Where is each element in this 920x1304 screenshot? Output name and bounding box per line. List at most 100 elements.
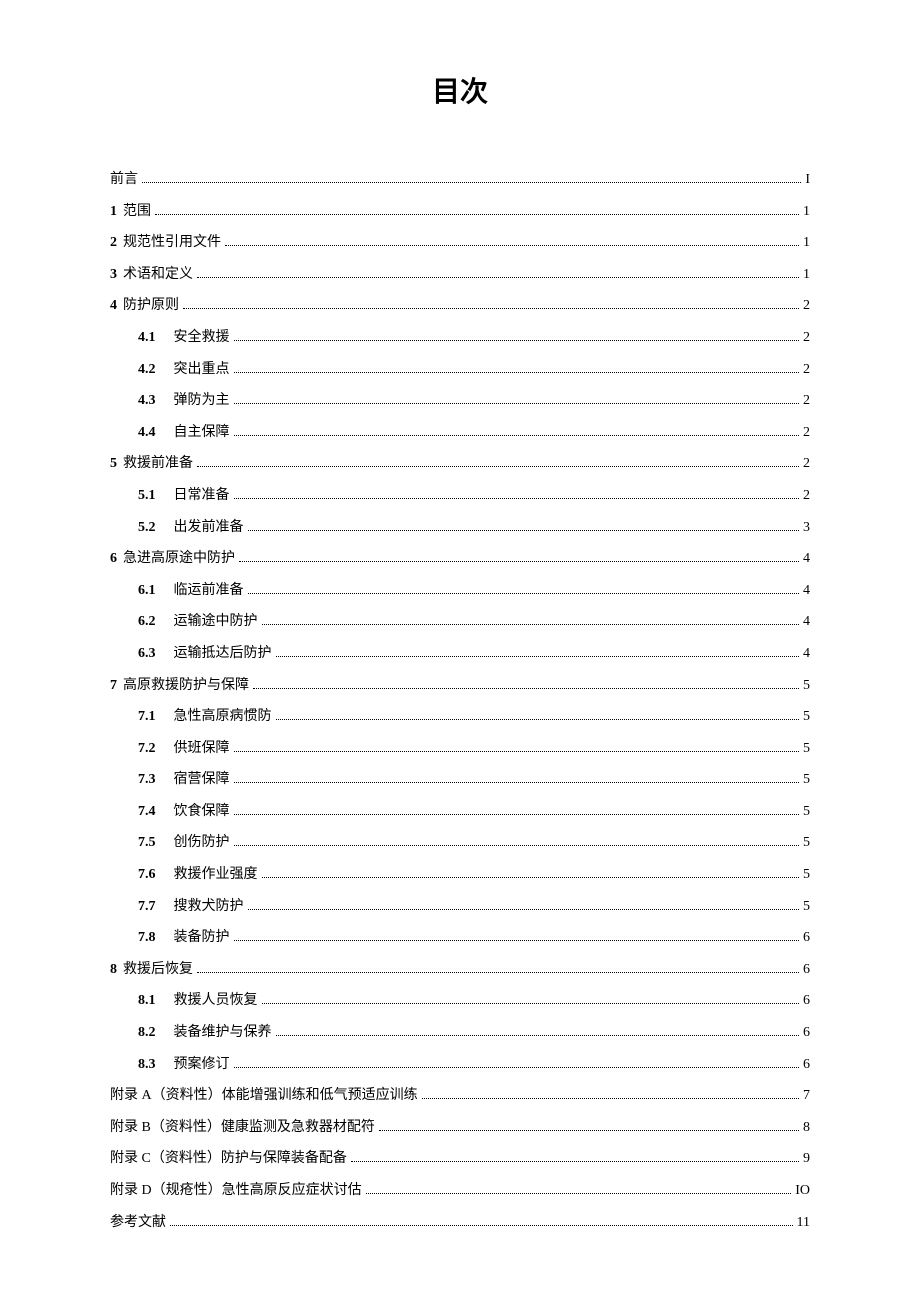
toc-leader-dots <box>239 561 799 562</box>
toc-entry-page: 11 <box>797 1213 810 1233</box>
toc-entry-page: IO <box>795 1181 810 1201</box>
toc-entry-page: 8 <box>803 1118 810 1138</box>
toc-entry-label: 日常准备 <box>174 486 230 506</box>
toc-entry-page: 5 <box>803 802 810 822</box>
toc-entry-label: 突出重点 <box>174 360 230 380</box>
toc-entry: 附录 A（资料性）体能增强训练和低气预适应训练7 <box>110 1086 810 1106</box>
toc-leader-dots <box>234 1067 800 1068</box>
toc-entry-page: 2 <box>803 454 810 474</box>
toc-entry-number: 6.3 <box>138 644 156 664</box>
toc-entry: 6.3运输抵达后防护4 <box>110 644 810 664</box>
toc-leader-dots <box>276 1035 800 1036</box>
toc-entry-page: 1 <box>803 265 810 285</box>
toc-entry-label: 装备维护与保养 <box>174 1023 272 1043</box>
toc-entry-label: 防护原则 <box>123 296 179 316</box>
toc-entry: 5.2出发前准备3 <box>110 518 810 538</box>
toc-entry-label: 救援作业强度 <box>174 865 258 885</box>
toc-entry-page: 6 <box>803 1055 810 1075</box>
toc-entry-label: 术语和定义 <box>123 265 193 285</box>
toc-leader-dots <box>276 719 800 720</box>
toc-entry: 7.5创伤防护5 <box>110 833 810 853</box>
toc-leader-dots <box>234 340 800 341</box>
toc-entry-page: 6 <box>803 991 810 1011</box>
toc-leader-dots <box>234 782 800 783</box>
toc-entry-number: 5.1 <box>138 486 156 506</box>
toc-leader-dots <box>142 182 801 183</box>
toc-entry-label: 附录 C（资料性）防护与保障装备配备 <box>110 1149 347 1169</box>
toc-entry-number: 5 <box>110 454 117 474</box>
toc-entry-number: 6.1 <box>138 581 156 601</box>
toc-entry: 6.1临运前准备4 <box>110 581 810 601</box>
toc-entry-label: 救援后恢复 <box>123 960 193 980</box>
toc-leader-dots <box>234 751 800 752</box>
toc-entry-label: 急进高原途中防护 <box>123 549 235 569</box>
toc-entry-number: 8 <box>110 960 117 980</box>
toc-entry: 附录 B（资料性）健康监测及急救器材配符8 <box>110 1118 810 1138</box>
toc-entry-number: 4 <box>110 296 117 316</box>
toc-entry: 5.1 日常准备 2 <box>110 486 810 506</box>
toc-entry-label: 弹防为主 <box>174 391 230 411</box>
toc-leader-dots <box>225 245 799 246</box>
toc-entry-label: 附录 A（资料性）体能增强训练和低气预适应训练 <box>110 1086 418 1106</box>
toc-leader-dots <box>253 688 799 689</box>
toc-entry-number: 5.2 <box>138 518 156 538</box>
toc-entry-number: 7.8 <box>138 928 156 948</box>
toc-entry: 4.4自主保障2 <box>110 423 810 443</box>
toc-entry-number: 6.2 <box>138 612 156 632</box>
toc-entry-label: 安全救援 <box>174 328 230 348</box>
toc-leader-dots <box>262 877 800 878</box>
toc-entry-number: 7.4 <box>138 802 156 822</box>
toc-entry-page: 2 <box>803 423 810 443</box>
toc-entry-label: 装备防护 <box>174 928 230 948</box>
toc-entry-label: 规范性引用文件 <box>123 233 221 253</box>
toc-entry: 附录 C（资料性）防护与保障装备配备 9 <box>110 1149 810 1169</box>
toc-entry-label: 范围 <box>123 202 151 222</box>
toc-leader-dots <box>262 1003 800 1004</box>
toc-entry-label: 附录 D（规疮性）急性高原反应症状讨估 <box>110 1181 362 1201</box>
toc-entry-page: 9 <box>803 1149 810 1169</box>
toc-title: 目次 <box>110 70 810 110</box>
toc-leader-dots <box>197 972 799 973</box>
toc-leader-dots <box>234 372 800 373</box>
toc-entry-label: 高原救援防护与保障 <box>123 676 249 696</box>
toc-leader-dots <box>276 656 800 657</box>
toc-entry-page: 2 <box>803 486 810 506</box>
toc-entry-page: 5 <box>803 676 810 696</box>
toc-entry-page: 5 <box>803 739 810 759</box>
toc-entry-label: 参考文献 <box>110 1213 166 1233</box>
toc-entry-number: 6 <box>110 549 117 569</box>
toc-entry-label: 前言 <box>110 170 138 190</box>
toc-entry-number: 4.1 <box>138 328 156 348</box>
toc-entry: 7.4 饮食保障 5 <box>110 802 810 822</box>
toc-entry: 7.7搜救犬防护5 <box>110 897 810 917</box>
toc-entry-number: 8.2 <box>138 1023 156 1043</box>
toc-entry: 前言I <box>110 170 810 190</box>
toc-leader-dots <box>234 845 800 846</box>
toc-entry: 7.3宿营保障5 <box>110 770 810 790</box>
toc-entry-label: 饮食保障 <box>174 802 230 822</box>
toc-leader-dots <box>248 593 800 594</box>
toc-container: 前言I1范围12规范性引用文件13术语和定义14防护原则24.1安全救援24.2… <box>110 170 810 1232</box>
toc-entry-page: 5 <box>803 770 810 790</box>
toc-entry-label: 救援前准备 <box>123 454 193 474</box>
toc-leader-dots <box>422 1098 799 1099</box>
toc-entry: 参考文献 11 <box>110 1213 810 1233</box>
toc-entry-number: 3 <box>110 265 117 285</box>
toc-entry: 4防护原则2 <box>110 296 810 316</box>
toc-leader-dots <box>234 435 800 436</box>
toc-entry: 8.2 装备维护与保养 6 <box>110 1023 810 1043</box>
toc-leader-dots <box>234 940 800 941</box>
toc-entry-number: 7.7 <box>138 897 156 917</box>
toc-entry-number: 7.1 <box>138 707 156 727</box>
toc-entry: 1范围1 <box>110 202 810 222</box>
toc-entry-number: 7 <box>110 676 117 696</box>
toc-entry-page: 3 <box>803 518 810 538</box>
toc-leader-dots <box>248 909 800 910</box>
toc-entry-number: 4.4 <box>138 423 156 443</box>
toc-leader-dots <box>234 403 800 404</box>
toc-leader-dots <box>262 624 800 625</box>
toc-entry-page: 6 <box>803 928 810 948</box>
toc-entry-page: 6 <box>803 1023 810 1043</box>
toc-entry: 8救援后恢复6 <box>110 960 810 980</box>
toc-entry-page: 4 <box>803 581 810 601</box>
